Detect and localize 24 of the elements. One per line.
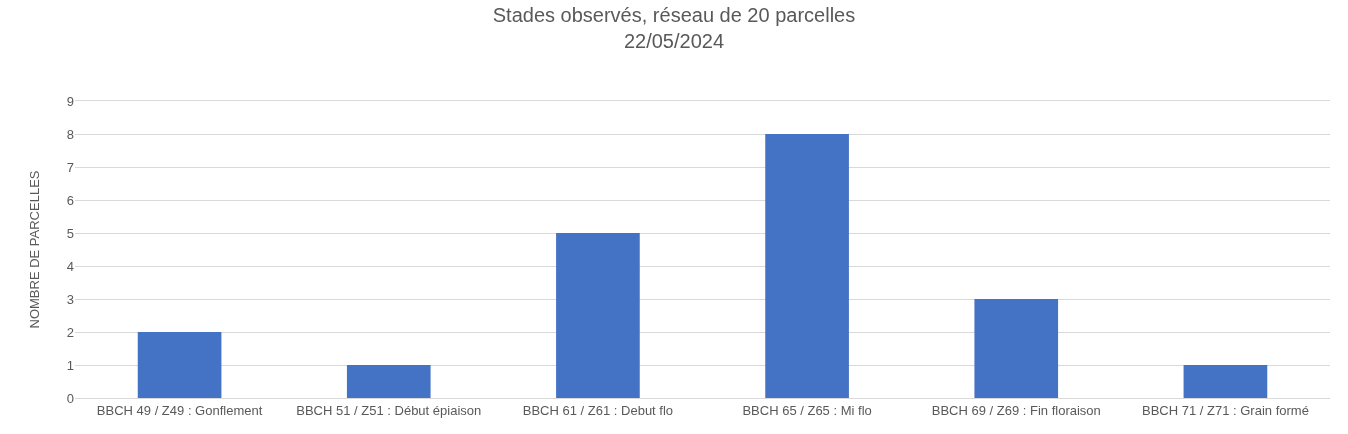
x-tick-label: BBCH 71 / Z71 : Grain formé — [1141, 402, 1309, 418]
y-tick-label: 1 — [66, 357, 74, 373]
y-tick-label: 2 — [66, 324, 74, 340]
x-tick-label: BBCH 65 / Z65 : Mi flo — [742, 402, 872, 418]
x-tick-label: BBCH 51 / Z51 : Début épiaison — [296, 402, 482, 418]
y-tick-label: 3 — [66, 291, 74, 307]
y-tick-label: 7 — [66, 159, 74, 175]
bar — [137, 332, 222, 398]
bar — [346, 365, 431, 398]
bar — [1183, 365, 1268, 398]
bar — [556, 233, 640, 398]
y-tick-label: 8 — [66, 126, 74, 142]
x-tick-label: BBCH 49 / Z49 : Gonflement — [96, 402, 263, 418]
bar — [974, 299, 1059, 398]
x-tick-label: BBCH 69 / Z69 : Fin floraison — [931, 402, 1101, 418]
y-tick-label: 6 — [66, 192, 74, 208]
y-tick-label: 0 — [66, 390, 74, 406]
y-tick-label: 9 — [66, 93, 74, 109]
bar — [765, 134, 849, 398]
y-axis-title: NOMBRE DE PARCELLES — [27, 170, 42, 329]
y-tick-label: 4 — [66, 258, 74, 274]
x-tick-label: BBCH 61 / Z61 : Debut flo — [522, 402, 674, 418]
y-tick-label: 5 — [66, 225, 74, 241]
chart-title: Stades observés, réseau de 20 parcelles 22/05/2024 — [492, 3, 856, 52]
